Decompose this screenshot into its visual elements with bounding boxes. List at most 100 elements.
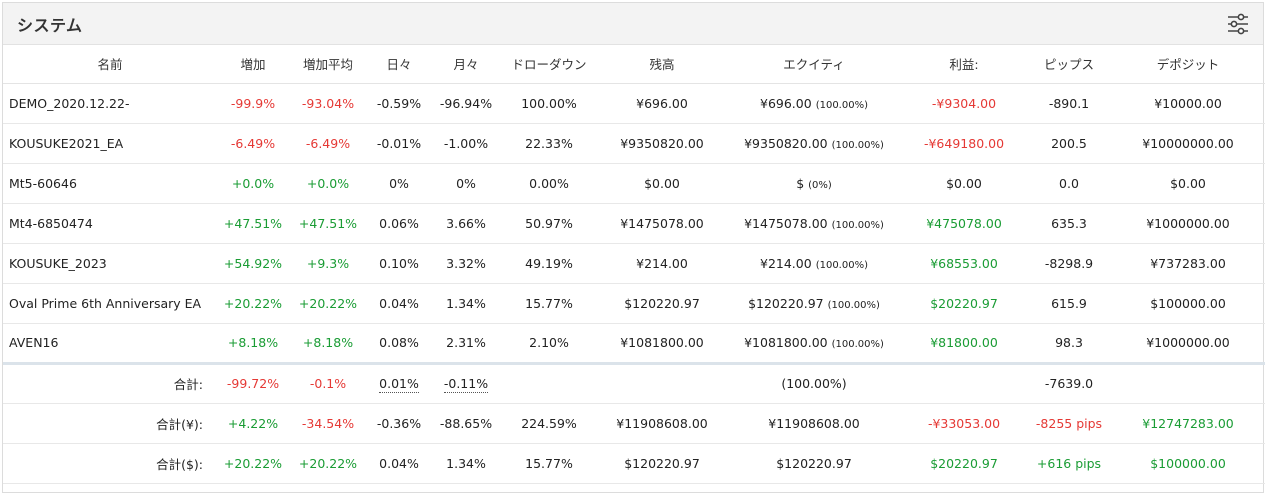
total-balance-cell: ¥11908608.00 [597, 403, 727, 444]
monthly-cell: -96.94% [431, 83, 501, 124]
equity-percent: (100.00%) [831, 339, 884, 350]
equity-cell: ¥696.00 (100.00%) [727, 83, 901, 124]
balance-cell: $120220.97 [597, 283, 727, 324]
total-deposit-cell: $100000.00 [1111, 443, 1265, 484]
daily-cell: 0.08% [367, 323, 431, 365]
gain-avg-cell: -93.04% [289, 83, 367, 124]
daily-cell: 0.06% [367, 203, 431, 244]
total-balance-cell: $120220.97 [597, 443, 727, 484]
deposit-cell: ¥10000000.00 [1111, 123, 1265, 164]
total-daily-cell: 0.01% [367, 363, 431, 404]
col-header-profit[interactable]: 利益: [901, 45, 1027, 84]
equity-percent: (100.00%) [827, 299, 880, 311]
total-gain-avg-cell: -34.54% [289, 403, 367, 444]
system-name-link[interactable]: Mt4-6850474 [3, 203, 217, 244]
system-name-link[interactable]: Mt5-60646 [3, 163, 217, 204]
gain-cell: -99.9% [217, 83, 289, 124]
total-daily-cell: 0.04% [367, 443, 431, 484]
pips-cell: -890.1 [1027, 83, 1111, 124]
system-name-link[interactable]: DEMO_2020.12.22- [3, 83, 217, 124]
totals-row: 合計: -99.72% -0.1% 0.01% -0.11% (100.00%)… [3, 363, 1265, 404]
deposit-cell: ¥1000000.00 [1111, 323, 1265, 365]
gain-avg-cell: +0.0% [289, 163, 367, 204]
total-balance-cell [597, 363, 727, 404]
drawdown-cell: 100.00% [501, 83, 597, 124]
daily-cell: 0.04% [367, 283, 431, 324]
col-header-equity[interactable]: エクイティ [727, 45, 901, 84]
panel-header: システム [3, 3, 1263, 45]
total-pips-cell: +616 pips [1027, 443, 1111, 484]
total-monthly-cell: -0.11% [431, 363, 501, 404]
table-row: KOUSUKE2021_EA -6.49% -6.49% -0.01% -1.0… [3, 123, 1265, 164]
profit-cell: ¥475078.00 [901, 203, 1027, 244]
equity-percent: (100.00%) [831, 219, 884, 231]
col-header-gain[interactable]: 増加 [217, 45, 289, 84]
profit-cell: -¥9304.00 [901, 83, 1027, 124]
system-name-link[interactable]: KOUSUKE2021_EA [3, 123, 217, 164]
monthly-cell: 0% [431, 163, 501, 204]
col-header-drawdown[interactable]: ドローダウン [501, 45, 597, 84]
gain-avg-cell: +20.22% [289, 283, 367, 324]
col-header-monthly[interactable]: 月々 [431, 45, 501, 84]
total-daily-cell: -0.36% [367, 403, 431, 444]
col-header-deposit[interactable]: デポジット [1111, 45, 1265, 84]
col-header-name[interactable]: 名前 [3, 45, 217, 84]
gain-cell: -6.49% [217, 123, 289, 164]
drawdown-cell: 49.19% [501, 243, 597, 284]
gain-avg-cell: +47.51% [289, 203, 367, 244]
drawdown-cell: 2.10% [501, 323, 597, 365]
total-profit-cell [901, 363, 1027, 404]
gain-avg-cell: +8.18% [289, 323, 367, 365]
total-gain-cell: +20.22% [217, 443, 289, 484]
sliders-icon[interactable] [1225, 11, 1251, 37]
total-daily-tooltip[interactable]: 0.01% [379, 376, 419, 393]
gain-cell: +8.18% [217, 323, 289, 365]
monthly-cell: -1.00% [431, 123, 501, 164]
system-name-link[interactable]: Oval Prime 6th Anniversary EA [3, 283, 217, 324]
total-equity-cell: $120220.97 [727, 443, 901, 484]
daily-cell: -0.59% [367, 83, 431, 124]
total-deposit-cell: ¥12747283.00 [1111, 403, 1265, 444]
total-monthly-tooltip[interactable]: -0.11% [443, 376, 489, 393]
balance-cell: ¥9350820.00 [597, 123, 727, 164]
totals-usd-label: 合計($): [3, 443, 217, 484]
total-equity-cell: ¥11908608.00 [727, 403, 901, 444]
panel-title: システム [17, 15, 83, 35]
monthly-cell: 2.31% [431, 323, 501, 365]
total-drawdown-cell: 224.59% [501, 403, 597, 444]
total-gain-cell: +4.22% [217, 403, 289, 444]
total-monthly-cell: -88.65% [431, 403, 501, 444]
total-monthly-cell: 1.34% [431, 443, 501, 484]
balance-cell: ¥696.00 [597, 83, 727, 124]
equity-value: ¥696.00 [760, 95, 812, 111]
table-header-row: 名前 増加 増加平均 日々 月々 ドローダウン 残高 エクイティ 利益: ピップ… [3, 45, 1265, 84]
table-row: Mt5-60646 +0.0% +0.0% 0% 0% 0.00% $0.00 … [3, 163, 1265, 204]
total-equity-cell: (100.00%) [727, 363, 901, 404]
totals-yen-row: 合計(¥): +4.22% -34.54% -0.36% -88.65% 224… [3, 403, 1265, 444]
gain-cell: +0.0% [217, 163, 289, 204]
col-header-gain-avg[interactable]: 増加平均 [289, 45, 367, 84]
system-name-link[interactable]: KOUSUKE_2023 [3, 243, 217, 284]
col-header-pips[interactable]: ピップス [1027, 45, 1111, 84]
col-header-balance[interactable]: 残高 [597, 45, 727, 84]
total-gain-avg-cell: +20.22% [289, 443, 367, 484]
total-profit-cell: -¥33053.00 [901, 403, 1027, 444]
system-name-link[interactable]: AVEN16 [3, 323, 217, 365]
gain-cell: +47.51% [217, 203, 289, 244]
totals-label: 合計: [3, 363, 217, 404]
table-row: Oval Prime 6th Anniversary EA +20.22% +2… [3, 283, 1265, 324]
col-header-daily[interactable]: 日々 [367, 45, 431, 84]
daily-cell: 0% [367, 163, 431, 204]
pips-cell: 98.3 [1027, 323, 1111, 365]
total-gain-cell: -99.72% [217, 363, 289, 404]
balance-cell: ¥1081800.00 [597, 323, 727, 365]
monthly-cell: 3.32% [431, 243, 501, 284]
profit-cell: $0.00 [901, 163, 1027, 204]
totals-yen-label: 合計(¥): [3, 403, 217, 444]
pips-cell: 0.0 [1027, 163, 1111, 204]
deposit-cell: $0.00 [1111, 163, 1265, 204]
equity-cell: ¥1475078.00 (100.00%) [727, 203, 901, 244]
profit-cell: $20220.97 [901, 283, 1027, 324]
balance-cell: ¥214.00 [597, 243, 727, 284]
